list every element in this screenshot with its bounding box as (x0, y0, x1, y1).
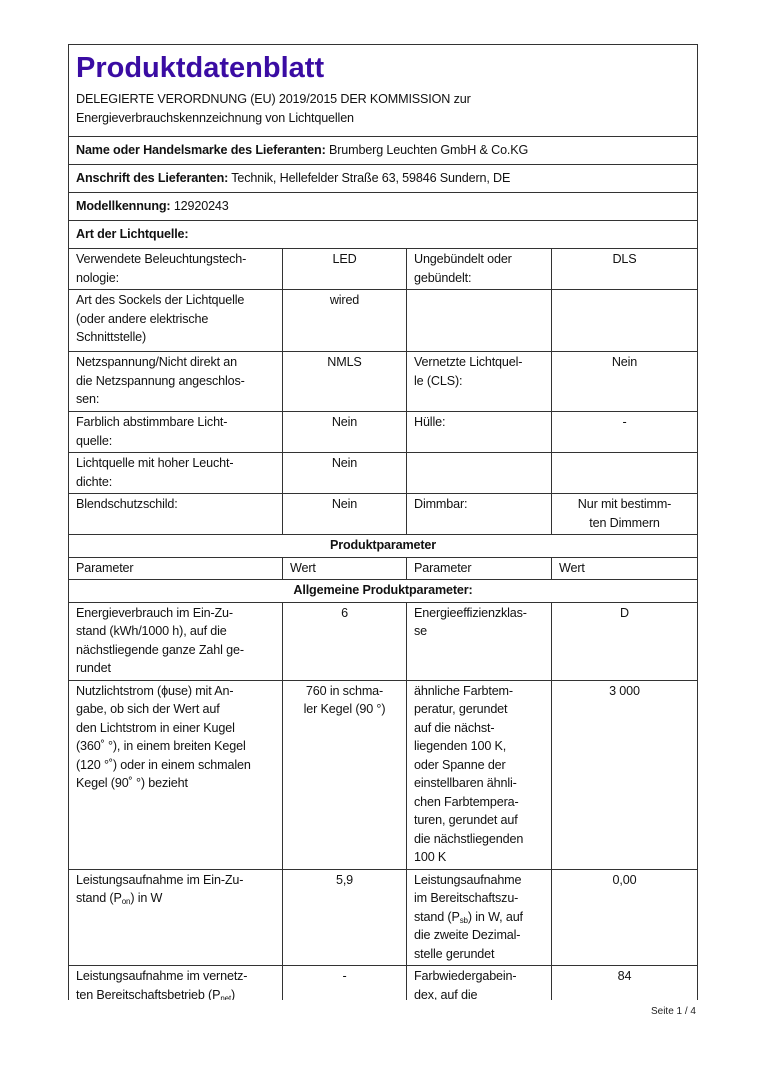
label-subscript: net (220, 993, 232, 1000)
model-row: Modellkennung: 12920243 (68, 192, 698, 221)
param-value: 84 (551, 965, 698, 1000)
params-heading-row: Produktparameter (68, 534, 698, 558)
param-label: Verwendete Beleuchtungstech- nologie: (68, 248, 283, 290)
param-label: ähnliche Farbtem- peratur, gerundet auf … (406, 679, 552, 870)
params-heading: Produktparameter (68, 534, 698, 558)
column-header: Parameter (68, 556, 283, 580)
param-value: Nur mit bestimm- ten Dimmern (551, 493, 698, 535)
address-row: Anschrift des Lieferanten: Technik, Hell… (68, 164, 698, 193)
param-label: Farblich abstimmbare Licht- quelle: (68, 411, 283, 453)
param-value: Nein (282, 452, 407, 494)
param-value: Nein (551, 351, 698, 412)
general-heading-row: Allgemeine Produktparameter: (68, 579, 698, 603)
column-header: Wert (282, 556, 407, 580)
param-label (406, 452, 552, 494)
param-value: 6 (282, 601, 407, 681)
supplier-label: Name oder Handelsmarke des Lieferanten: (76, 143, 326, 157)
page-title: Produktdatenblatt (76, 52, 325, 84)
param-value: 760 in schma- ler Kegel (90 °) (282, 679, 407, 870)
regulation-subtitle: DELEGIERTE VERORDNUNG (EU) 2019/2015 DER… (76, 92, 471, 125)
param-label: Ungebündelt oder gebündelt: (406, 248, 552, 290)
param-label: Energieeffizienzklas- se (406, 601, 552, 681)
param-label: Art des Sockels der Lichtquelle (oder an… (68, 289, 283, 352)
header-row: Produktdatenblatt DELEGIERTE VERORDNUNG … (68, 44, 698, 137)
param-value (551, 452, 698, 494)
label-text: Leistungsaufnahme im Bereitschaftszu- st… (414, 872, 522, 924)
page-number: Seite 1 / 4 (650, 1006, 696, 1017)
model-value: 12920243 (173, 199, 229, 213)
label-text: Leistungsaufnahme im vernetz- ten Bereit… (76, 969, 248, 1000)
table-row: Farblich abstimmbare Licht- quelle: Nein … (68, 411, 698, 453)
param-value: Nein (282, 493, 407, 535)
param-label: Netzspannung/Nicht direkt an die Netzspa… (68, 351, 283, 412)
param-value: LED (282, 248, 407, 290)
general-heading: Allgemeine Produktparameter: (68, 579, 698, 603)
param-value: - (282, 965, 407, 1000)
param-value: DLS (551, 248, 698, 290)
label-text: ) in W (130, 891, 163, 905)
param-label: Blendschutzschild: (68, 493, 283, 535)
datasheet-table: Produktdatenblatt DELEGIERTE VERORDNUNG … (68, 44, 698, 1000)
param-value: 3 000 (551, 679, 698, 870)
param-label: Leistungsaufnahme im vernetz- ten Bereit… (68, 965, 283, 1001)
column-header: Wert (551, 556, 698, 580)
address-label: Anschrift des Lieferanten: (76, 171, 229, 185)
label-subscript: on (121, 897, 131, 906)
param-label: Energieverbrauch im Ein-Zu- stand (kWh/1… (68, 601, 283, 681)
table-row: Netzspannung/Nicht direkt an die Netzspa… (68, 351, 698, 412)
param-value: Nein (282, 411, 407, 453)
param-value (551, 289, 698, 352)
table-row: Leistungsaufnahme im vernetz- ten Bereit… (68, 965, 698, 1001)
datasheet: Produktdatenblatt DELEGIERTE VERORDNUNG … (68, 44, 698, 1000)
param-label: Leistungsaufnahme im Ein-Zu- stand (Pon)… (68, 868, 283, 966)
label-text: ) (231, 987, 236, 1001)
param-label: Dimmbar: (406, 493, 552, 535)
table-row: Leistungsaufnahme im Ein-Zu- stand (Pon)… (68, 868, 698, 966)
label-subscript: sb (459, 915, 468, 925)
address-value: Technik, Hellefelder Straße 63, 59846 Su… (231, 171, 511, 185)
param-label: Farbwiedergabein- dex, auf die (406, 965, 552, 1000)
supplier-value: Brumberg Leuchten GmbH & Co.KG (328, 143, 529, 157)
param-value: - (551, 411, 698, 453)
table-row: Blendschutzschild: Nein Dimmbar: Nur mit b… (68, 493, 698, 535)
param-label: Lichtquelle mit hoher Leucht- dichte: (68, 452, 283, 494)
param-value: 5,9 (282, 868, 407, 966)
param-value: wired (282, 289, 407, 352)
type-heading-row: Art der Lichtquelle: (68, 220, 698, 249)
type-heading: Art der Lichtquelle: (68, 220, 698, 249)
param-value: D (551, 601, 698, 681)
table-row: Verwendete Beleuchtungstech- nologie: LED… (68, 248, 698, 290)
label-text: ) in W, auf die zweite Dezimal- stelle g… (414, 909, 523, 961)
table-row: Lichtquelle mit hoher Leucht- dichte: Nei… (68, 452, 698, 494)
param-value: 0,00 (551, 868, 698, 966)
param-label: Vernetzte Lichtquel- le (CLS): (406, 351, 552, 412)
column-header: Parameter (406, 556, 552, 580)
param-label (406, 289, 552, 352)
param-value: NMLS (282, 351, 407, 412)
table-row: Nutzlichtstrom (ϕuse) mit An- gabe, ob s… (68, 679, 698, 870)
model-label: Modellkennung: (76, 199, 171, 213)
param-label: Hülle: (406, 411, 552, 453)
table-row: Art des Sockels der Lichtquelle (oder an… (68, 289, 698, 352)
params-header-row: Parameter Wert Parameter Wert (68, 556, 698, 580)
label-text: Leistungsaufnahme im Ein-Zu- stand (P (76, 872, 244, 906)
param-label: Nutzlichtstrom (ϕuse) mit An- gabe, ob s… (68, 679, 283, 870)
table-row: Energieverbrauch im Ein-Zu- stand (kWh/1… (68, 601, 698, 681)
param-label: Leistungsaufnahme im Bereitschaftszu- st… (406, 868, 552, 966)
supplier-row: Name oder Handelsmarke des Lieferanten: … (68, 136, 698, 165)
